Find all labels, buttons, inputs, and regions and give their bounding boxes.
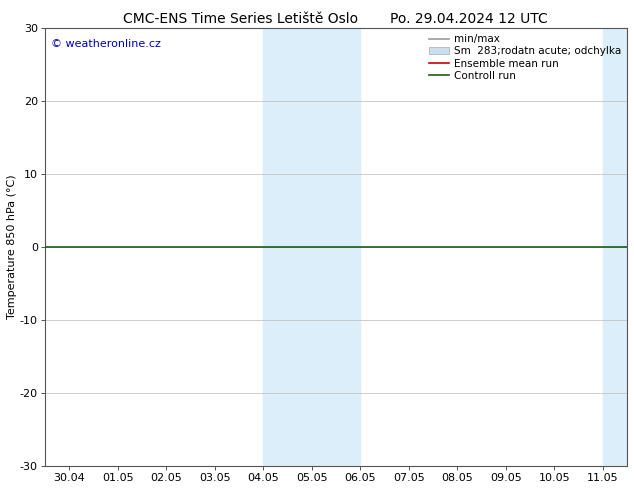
Text: Po. 29.04.2024 12 UTC: Po. 29.04.2024 12 UTC xyxy=(391,12,548,26)
Bar xyxy=(263,28,312,466)
Y-axis label: Temperature 850 hPa (°C): Temperature 850 hPa (°C) xyxy=(7,175,17,319)
Legend: min/max, Sm  283;rodatn acute; odchylka, Ensemble mean run, Controll run: min/max, Sm 283;rodatn acute; odchylka, … xyxy=(424,30,625,85)
Bar xyxy=(603,28,634,466)
Text: © weatheronline.cz: © weatheronline.cz xyxy=(51,39,160,49)
Text: CMC-ENS Time Series Letiště Oslo: CMC-ENS Time Series Letiště Oslo xyxy=(124,12,358,26)
Bar xyxy=(312,28,360,466)
